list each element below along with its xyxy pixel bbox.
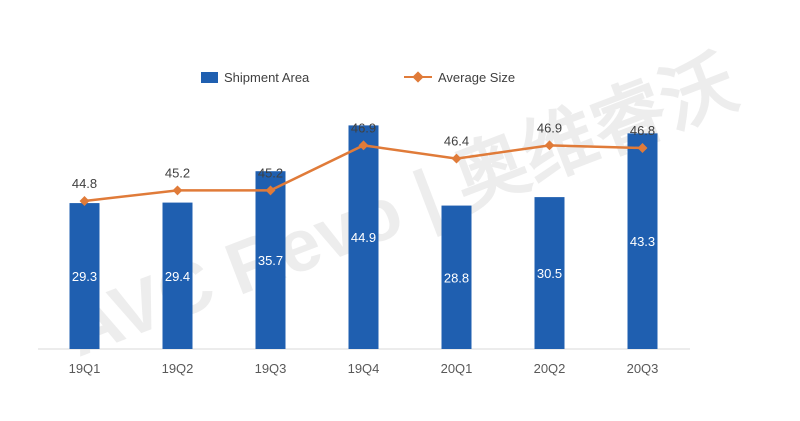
bar-value-label: 44.9 — [351, 230, 376, 245]
line-value-label: 44.8 — [72, 176, 97, 191]
x-tick-label: 20Q2 — [534, 361, 566, 376]
x-tick-label: 19Q4 — [348, 361, 380, 376]
bar-20Q3 — [627, 133, 658, 349]
x-tick-label: 19Q3 — [255, 361, 287, 376]
line-series — [79, 140, 648, 206]
bar-value-label: 30.5 — [537, 266, 562, 281]
x-tick-label: 20Q1 — [441, 361, 473, 376]
legend-line-marker — [412, 71, 424, 83]
line-value-label: 46.9 — [537, 120, 562, 135]
bar-labels: 29.3 29.4 35.7 44.9 28.8 30.5 43.3 — [72, 230, 655, 285]
line-marker — [358, 140, 369, 151]
bar-19Q1 — [69, 203, 100, 349]
bar-19Q3 — [255, 171, 286, 349]
legend-bar-swatch — [201, 72, 218, 83]
bar-value-label: 43.3 — [630, 234, 655, 249]
line-value-label: 46.4 — [444, 134, 469, 149]
line-marker — [172, 185, 183, 196]
bar-value-label: 29.3 — [72, 269, 97, 284]
line-value-label: 45.2 — [258, 165, 283, 180]
line-marker — [265, 185, 276, 196]
line-marker — [79, 196, 90, 206]
line-value-label: 46.8 — [630, 123, 655, 138]
bar-20Q2 — [534, 197, 565, 349]
x-tick-label: 19Q2 — [162, 361, 194, 376]
bar-value-label: 35.7 — [258, 253, 283, 268]
legend: Shipment Area Average Size — [201, 70, 515, 85]
bar-19Q4 — [348, 125, 379, 349]
line-marker — [544, 140, 555, 151]
bar-20Q1 — [441, 205, 472, 349]
line-marker — [451, 153, 462, 164]
line-labels: 44.8 45.2 45.2 46.9 46.4 46.9 46.8 — [72, 120, 655, 191]
x-tick-labels: 19Q1 19Q2 19Q3 19Q4 20Q1 20Q2 20Q3 — [69, 361, 659, 376]
legend-line-label: Average Size — [438, 70, 515, 85]
x-tick-label: 19Q1 — [69, 361, 101, 376]
bar-19Q2 — [162, 202, 193, 349]
line-value-label: 45.2 — [165, 165, 190, 180]
line-value-label: 46.9 — [351, 120, 376, 135]
legend-bar-label: Shipment Area — [224, 70, 310, 85]
bar-value-label: 29.4 — [165, 269, 190, 284]
line-marker — [637, 143, 648, 153]
x-tick-label: 20Q3 — [627, 361, 659, 376]
bar-value-label: 28.8 — [444, 270, 469, 285]
bar-series — [69, 125, 658, 349]
